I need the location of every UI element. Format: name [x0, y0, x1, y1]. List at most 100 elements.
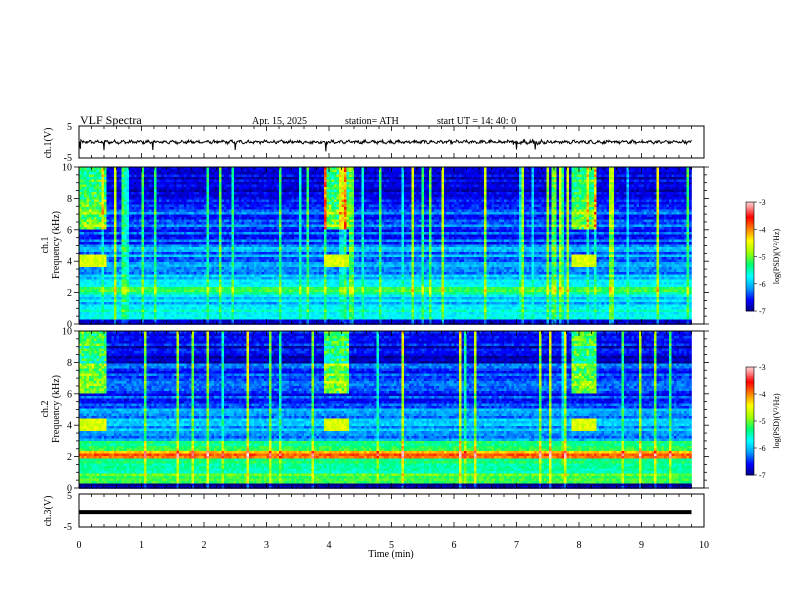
spectrogram-cell — [199, 247, 202, 250]
spectrogram-cell — [192, 180, 195, 183]
spectrogram-cell — [229, 187, 232, 190]
spectrogram-cell — [82, 275, 85, 278]
spectrogram-cell — [222, 222, 225, 225]
spectrogram-cell — [129, 190, 132, 193]
spectrogram-cell — [222, 227, 225, 230]
spectrogram-cell — [204, 232, 207, 235]
spectrogram-cell — [139, 205, 142, 208]
spectrogram-cell — [99, 200, 102, 203]
spectrogram-cell — [174, 220, 177, 223]
spectrogram-cell — [114, 287, 117, 290]
spectrogram-cell — [127, 265, 130, 268]
spectrogram-cell — [214, 280, 217, 283]
spectrogram-cell — [149, 275, 152, 278]
spectrogram-cell — [87, 305, 90, 308]
spectrogram-cell — [249, 317, 252, 320]
spectrogram-cell — [187, 282, 190, 285]
spectrogram-cell — [112, 182, 115, 185]
spectrogram-cell — [189, 200, 192, 203]
spectrogram-cell — [114, 255, 117, 258]
spectrogram-cell — [129, 310, 132, 313]
spectrogram-cell — [247, 232, 250, 235]
spectrogram-cell — [192, 232, 195, 235]
spectrogram-cell — [174, 195, 177, 198]
spectrogram-cell — [132, 200, 135, 203]
spectrogram-cell — [189, 232, 192, 235]
spectrogram-cell — [164, 182, 167, 185]
spectrogram-cell — [269, 172, 272, 175]
spectrogram-cell — [154, 212, 157, 215]
spectrogram-cell — [262, 212, 265, 215]
spectrogram-cell — [187, 262, 190, 265]
spectrogram-cell — [104, 177, 107, 180]
spectrogram-cell — [112, 175, 115, 178]
spectrogram-cell — [99, 300, 102, 303]
spectrogram-cell — [212, 312, 215, 315]
spectrogram-cell — [84, 317, 87, 320]
spectrogram-cell — [197, 315, 200, 318]
spectrogram-cell — [117, 282, 120, 285]
spectrogram-cell — [112, 290, 115, 293]
spectrogram-cell — [197, 177, 200, 180]
spectrogram-cell — [232, 172, 235, 175]
spectrogram-cell — [102, 225, 105, 228]
spectrogram-cell — [174, 320, 177, 323]
spectrogram-cell — [194, 190, 197, 193]
spectrogram-cell — [219, 242, 222, 245]
spectrogram-cell — [132, 315, 135, 318]
spectrogram-cell — [119, 190, 122, 193]
spectrogram-cell — [199, 282, 202, 285]
spectrogram-cell — [114, 272, 117, 275]
spectrogram-cell — [214, 232, 217, 235]
spectrogram-cell — [94, 270, 97, 273]
spectrogram-cell — [237, 315, 240, 318]
spectrogram-cell — [157, 227, 160, 230]
spectrogram-cell — [269, 270, 272, 273]
spectrogram-cell — [242, 210, 245, 213]
spectrogram-cell — [157, 180, 160, 183]
spectrogram-cell — [142, 205, 145, 208]
spectrogram-cell — [189, 175, 192, 178]
spectrogram-cell — [102, 252, 105, 255]
spectrogram-cell — [177, 305, 180, 308]
spectrogram-cell — [97, 252, 100, 255]
spectrogram-cell — [237, 232, 240, 235]
spectrogram-cell — [244, 282, 247, 285]
spectrogram-cell — [272, 170, 275, 173]
spectrogram-cell — [192, 225, 195, 228]
spectrogram-cell — [159, 300, 162, 303]
spectrogram-cell — [157, 240, 160, 243]
spectrogram-cell — [202, 240, 205, 243]
spectrogram-cell — [209, 280, 212, 283]
spectrogram-cell — [159, 287, 162, 290]
spectrogram-cell — [99, 222, 102, 225]
spectrogram-cell — [159, 195, 162, 198]
spectrogram-cell — [167, 300, 170, 303]
spectrogram-cell — [127, 245, 130, 248]
spectrogram-cell — [172, 267, 175, 270]
spectrogram-cell — [222, 265, 225, 268]
spectrogram-cell — [102, 287, 105, 290]
spectrogram-cell — [117, 262, 120, 265]
spectrogram-cell — [214, 307, 217, 310]
spectrogram-cell — [177, 177, 180, 180]
spectrogram-cell — [87, 262, 90, 265]
spectrogram-cell — [162, 290, 165, 293]
spectrogram-cell — [189, 307, 192, 310]
spectrogram-cell — [137, 212, 140, 215]
spectrogram-cell — [109, 217, 112, 220]
spectrogram-cell — [224, 290, 227, 293]
spectrogram-cell — [237, 175, 240, 178]
spectrogram-cell — [99, 315, 102, 318]
spectrogram-cell — [217, 175, 220, 178]
spectrogram-cell — [179, 277, 182, 280]
spectrogram-cell — [262, 202, 265, 205]
spectrogram-cell — [132, 225, 135, 228]
spectrogram-cell — [157, 277, 160, 280]
spectrogram-cell — [259, 260, 262, 263]
spectrogram-cell — [227, 315, 230, 318]
spectrogram-cell — [162, 262, 165, 265]
spectrogram-cell — [89, 295, 92, 298]
spectrogram-cell — [234, 177, 237, 180]
spectrogram-cell — [179, 205, 182, 208]
